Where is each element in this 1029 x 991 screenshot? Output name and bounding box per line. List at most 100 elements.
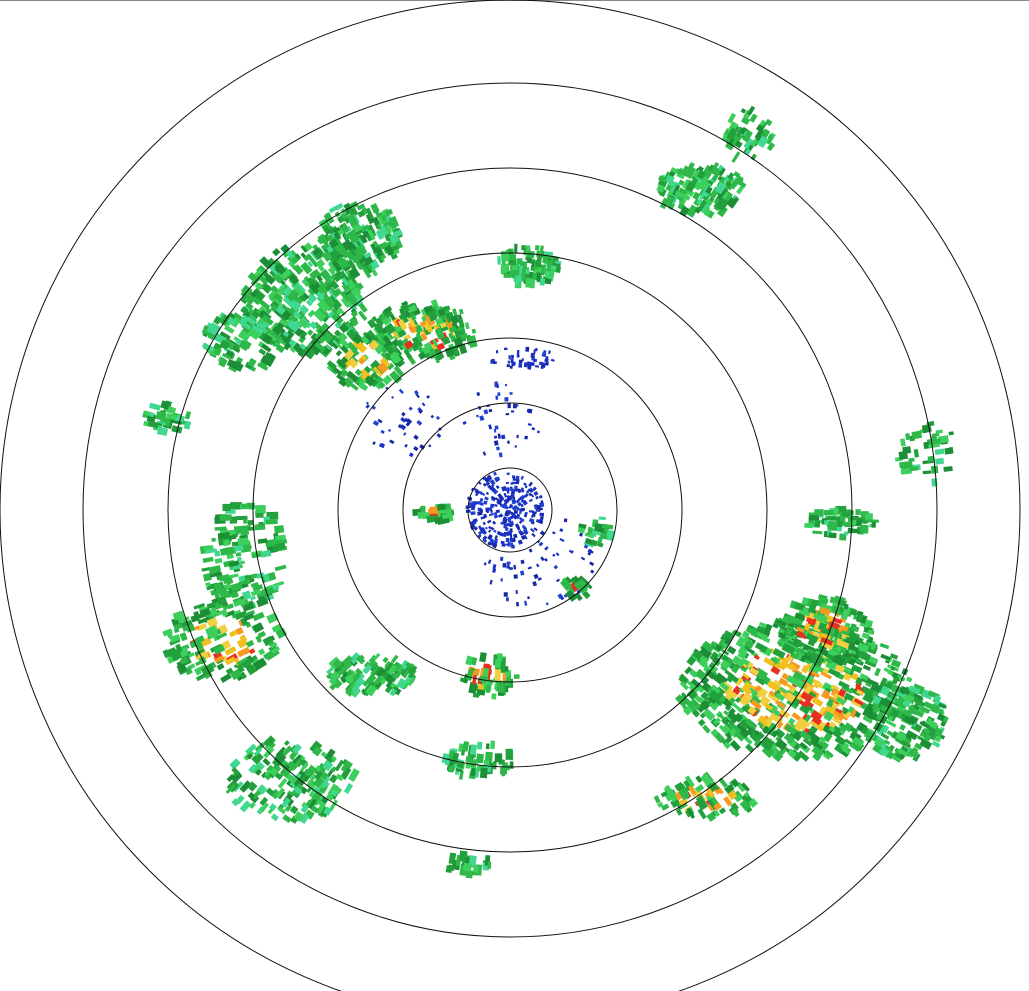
- echo: [923, 733, 932, 743]
- echo: [403, 340, 414, 350]
- echo: [416, 420, 423, 426]
- echo: [520, 488, 525, 493]
- echo: [499, 496, 505, 501]
- echo: [911, 430, 923, 440]
- echo: [193, 625, 200, 631]
- echo: [823, 510, 834, 516]
- echo: [829, 629, 836, 637]
- echo: [509, 761, 514, 769]
- echo: [665, 174, 675, 184]
- echo: [785, 628, 793, 636]
- echo: [493, 435, 498, 439]
- echo: [763, 657, 775, 667]
- echo: [334, 202, 344, 211]
- echo: [550, 358, 555, 362]
- echo: [403, 349, 413, 360]
- echo: [747, 706, 757, 716]
- echo: [729, 179, 739, 190]
- echo: [281, 797, 291, 808]
- echo: [189, 638, 203, 649]
- echo: [482, 451, 487, 456]
- echo: [826, 694, 837, 703]
- echo: [891, 675, 900, 685]
- echo: [536, 563, 540, 568]
- echo: [776, 721, 784, 729]
- echo: [506, 565, 510, 569]
- echo: [361, 207, 369, 215]
- echo: [923, 701, 934, 710]
- echo: [493, 538, 499, 544]
- echo: [420, 332, 428, 341]
- echo: [817, 594, 828, 601]
- echo: [357, 210, 366, 218]
- echo: [293, 786, 303, 795]
- echo: [699, 661, 709, 669]
- echo: [889, 693, 897, 701]
- echo: [694, 694, 705, 705]
- echo: [843, 603, 849, 610]
- echo: [692, 191, 701, 201]
- echo: [357, 654, 365, 662]
- echo: [172, 610, 185, 621]
- echo: [250, 581, 259, 588]
- echo: [684, 666, 692, 675]
- echo: [274, 262, 287, 275]
- echo: [880, 653, 892, 661]
- echo: [851, 664, 863, 674]
- echo: [201, 566, 211, 572]
- echo: [842, 512, 850, 516]
- echo: [360, 234, 368, 244]
- echo: [542, 350, 547, 356]
- echo: [315, 251, 325, 260]
- echo: [289, 347, 297, 353]
- echo: [777, 631, 787, 640]
- echo: [403, 432, 407, 436]
- echo: [828, 726, 836, 733]
- echo: [539, 245, 544, 255]
- echo: [361, 266, 372, 279]
- echo: [824, 705, 832, 713]
- echo: [799, 730, 812, 742]
- echo: [379, 357, 391, 369]
- echo: [741, 685, 752, 696]
- echo: [450, 315, 460, 325]
- echo: [421, 402, 426, 407]
- echo: [512, 475, 516, 479]
- echo: [321, 251, 332, 262]
- echo: [862, 708, 875, 720]
- echo: [503, 676, 511, 686]
- echo: [753, 739, 763, 749]
- echo: [382, 316, 392, 326]
- echo: [762, 725, 771, 735]
- echo: [784, 613, 796, 625]
- echo: [283, 765, 294, 778]
- echo: [874, 738, 884, 748]
- echo: [308, 256, 319, 268]
- echo: [828, 516, 841, 521]
- echo: [702, 724, 711, 734]
- echo: [849, 652, 858, 659]
- echo: [668, 202, 676, 211]
- echo: [691, 709, 700, 718]
- echo: [206, 617, 218, 628]
- echo: [520, 534, 527, 541]
- echo: [372, 366, 383, 377]
- echo: [396, 677, 408, 690]
- echo: [733, 629, 742, 637]
- echo: [871, 522, 876, 528]
- echo: [752, 729, 760, 736]
- echo: [559, 528, 564, 533]
- echo: [478, 675, 488, 683]
- echo: [294, 286, 305, 297]
- echo: [778, 677, 789, 687]
- echo: [493, 529, 497, 533]
- echo: [745, 635, 757, 644]
- echo: [458, 770, 464, 780]
- echo: [399, 424, 407, 431]
- echo: [404, 443, 408, 448]
- echo: [720, 724, 732, 735]
- echo: [242, 658, 252, 667]
- echo: [398, 312, 409, 325]
- echo: [908, 457, 915, 463]
